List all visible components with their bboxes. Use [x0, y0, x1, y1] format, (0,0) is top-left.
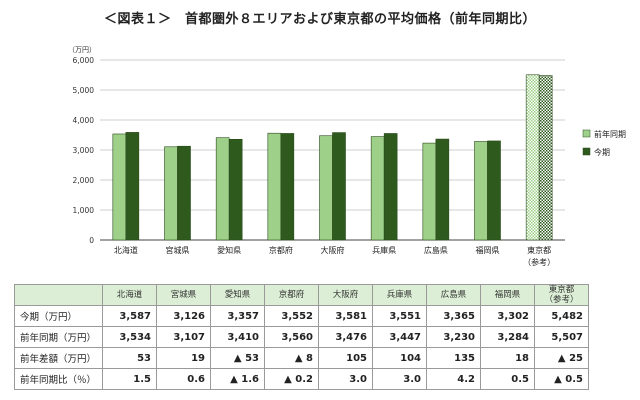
row-label: 前年同期比（％） [14, 368, 103, 390]
x-tick-label: 東京都 [527, 245, 551, 255]
bar [525, 74, 540, 241]
bar [435, 138, 450, 241]
bar [125, 132, 140, 241]
table-cell: 3,447 [372, 326, 427, 348]
table-cell: 3,552 [264, 305, 319, 327]
table-row: 今期（万円） 3,587 3,126 3,357 3,552 3,581 3,551 3,36… [14, 305, 589, 327]
column-header: 大阪府 [318, 284, 373, 306]
bar [228, 138, 243, 241]
data-table: 北海道 宮城県 愛知県 京都府 大阪府 兵庫県 広島県 福岡県 東京都 （参考） 今期（万円） 3,… [14, 284, 589, 390]
table-cell: 3,107 [156, 326, 211, 348]
table-cell: 3,560 [264, 326, 319, 348]
x-tick-label: 宮城県 [166, 245, 190, 255]
table-cell: 3,365 [426, 305, 481, 327]
bar [474, 141, 488, 241]
y-tick-label: 1,000 [73, 206, 95, 215]
table-cell: 3,410 [210, 326, 265, 348]
table-cell: 3.0 [372, 368, 427, 390]
legend-label: 前年同期 [594, 129, 626, 139]
column-header: 愛知県 [210, 284, 265, 306]
table-cell: 5,482 [534, 305, 589, 327]
bar [538, 75, 553, 241]
x-tick-sublabel: （参考） [523, 257, 555, 267]
table-cell: 3,357 [210, 305, 265, 327]
row-label: 前年差額（万円） [14, 347, 103, 369]
table-cell: 135 [426, 347, 481, 369]
x-tick-label: 広島県 [424, 245, 448, 255]
bar [112, 133, 127, 241]
table-corner-cell [14, 284, 103, 306]
column-header: 広島県 [426, 284, 481, 306]
table-row: 前年差額（万円） 53 19 ▲ 53 ▲ 8 105 104 135 18 ▲ 25 [14, 347, 589, 369]
table-cell: 3,587 [102, 305, 157, 327]
legend-label: 今期 [594, 147, 610, 157]
y-tick-label: 2,000 [73, 176, 95, 185]
table-cell: ▲ 1.6 [210, 368, 265, 390]
column-header: 京都府 [264, 284, 319, 306]
row-label: 今期（万円） [14, 305, 103, 327]
table-cell: 3,476 [318, 326, 373, 348]
x-tick-label: 愛知県 [217, 245, 241, 255]
table-cell: ▲ 0.5 [534, 368, 589, 390]
bar [487, 140, 501, 241]
table-cell: 3,126 [156, 305, 211, 327]
y-tick-label: 6,000 [73, 56, 95, 65]
x-tick-label: 京都府 [269, 245, 293, 255]
table-cell: 0.5 [480, 368, 535, 390]
column-header: 北海道 [102, 284, 157, 306]
bar [215, 137, 230, 241]
table-cell: 3,230 [426, 326, 481, 348]
table-cell: 3,302 [480, 305, 535, 327]
column-header: 兵庫県 [372, 284, 427, 306]
table-header-row: 北海道 宮城県 愛知県 京都府 大阪府 兵庫県 広島県 福岡県 東京都 （参考） [14, 284, 589, 306]
bar [280, 133, 295, 241]
y-tick-label: 3,000 [73, 146, 95, 155]
table-cell: 3,551 [372, 305, 427, 327]
table-cell: ▲ 25 [534, 347, 589, 369]
table-cell: 3.0 [318, 368, 373, 390]
legend-swatch [582, 147, 591, 156]
table-cell: 0.6 [156, 368, 211, 390]
x-tick-label: 兵庫県 [372, 245, 396, 255]
table-cell: 18 [480, 347, 535, 369]
bar [332, 132, 346, 241]
bar [267, 132, 282, 241]
table-cell: 104 [372, 347, 427, 369]
table-cell: 3,284 [480, 326, 535, 348]
table-cell: 53 [102, 347, 157, 369]
bar [370, 136, 385, 241]
legend-swatch [582, 129, 591, 138]
table-cell: 4.2 [426, 368, 481, 390]
column-header: 東京都 （参考） [534, 284, 589, 306]
bar [319, 135, 333, 241]
table-row: 前年同期比（％） 1.5 0.6 ▲ 1.6 ▲ 0.2 3.0 3.0 4.2 0.5 ▲ 0.… [14, 368, 589, 390]
x-tick-label: 北海道 [114, 245, 138, 255]
table-cell: ▲ 53 [210, 347, 265, 369]
table-cell: 5,507 [534, 326, 589, 348]
table-cell: 3,534 [102, 326, 157, 348]
table-row: 前年同期（万円） 3,534 3,107 3,410 3,560 3,476 3,447 3,… [14, 326, 589, 348]
table-cell: ▲ 8 [264, 347, 319, 369]
bar-chart: 0 1,000 2,000 3,000 4,000 5,000 6,000 （万円） 北海道 宮城… [68, 46, 626, 267]
x-tick-label: 福岡県 [476, 246, 500, 255]
y-unit-label: （万円） [68, 46, 96, 54]
chart-title: ＜図表１＞ 首都圏外８エリアおよび東京都の平均価格（前年同期比） [103, 12, 536, 27]
column-header: 福岡県 [480, 284, 535, 306]
x-tick-label: 大阪府 [321, 245, 345, 255]
table-cell: ▲ 0.2 [264, 368, 319, 390]
bar [422, 142, 437, 241]
table-cell: 105 [318, 347, 373, 369]
table-cell: 3,581 [318, 305, 373, 327]
bar [177, 145, 191, 241]
y-tick-label: 0 [89, 236, 94, 245]
y-tick-label: 4,000 [73, 116, 95, 125]
bar [164, 146, 178, 241]
bar [383, 133, 398, 241]
column-header: 宮城県 [156, 284, 211, 306]
table-cell: 1.5 [102, 368, 157, 390]
y-tick-label: 5,000 [73, 86, 95, 95]
table-cell: 19 [156, 347, 211, 369]
row-label: 前年同期（万円） [14, 326, 103, 348]
